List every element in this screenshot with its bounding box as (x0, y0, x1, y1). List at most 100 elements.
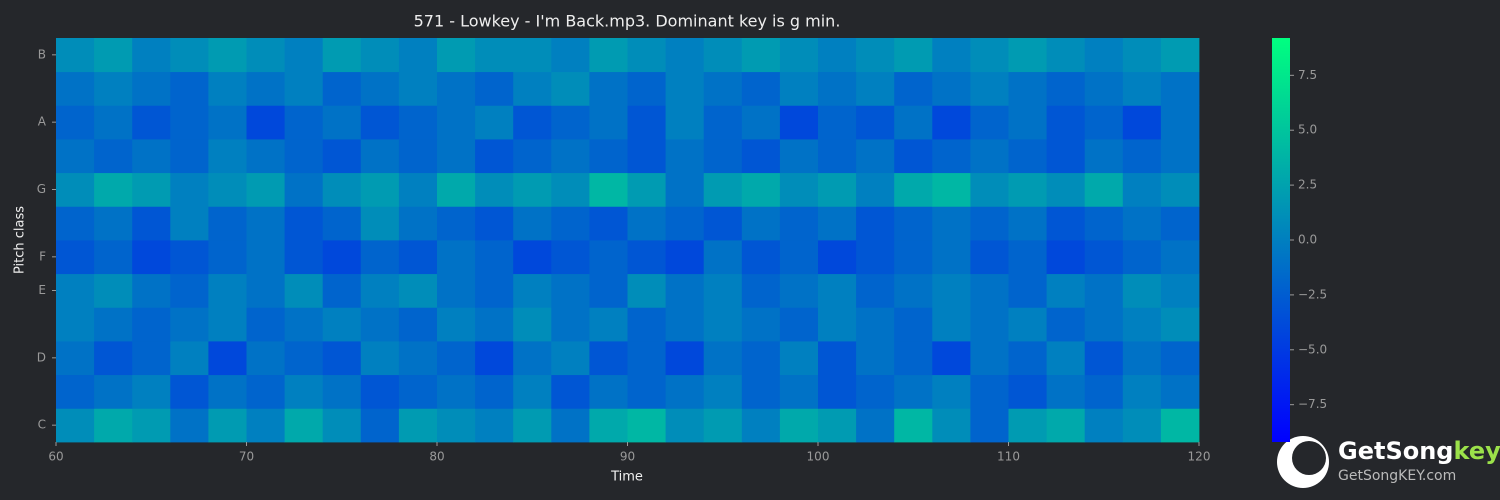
heatmap-cell (932, 374, 971, 409)
heatmap-cell (284, 341, 324, 376)
heatmap-cell (437, 172, 476, 207)
heatmap-cell (741, 105, 781, 140)
heatmap-cell (1084, 71, 1124, 106)
heatmap-cell (284, 374, 324, 409)
heatmap-cell (1008, 206, 1047, 241)
y-axis-label: Pitch class (13, 206, 28, 274)
x-tick-label: 90 (620, 450, 635, 464)
heatmap-cell (94, 71, 133, 106)
x-tick-label: 80 (429, 450, 444, 464)
heatmap-cell (208, 273, 247, 308)
heatmap-cell (589, 273, 628, 308)
heatmap-cell (513, 105, 552, 140)
heatmap-cell (703, 105, 743, 140)
heatmap-cell (56, 374, 95, 409)
heatmap-cell (818, 172, 857, 207)
heatmap-cell (1008, 273, 1047, 308)
heatmap-cell (94, 273, 133, 308)
heatmap-cell (398, 341, 438, 376)
heatmap-cell (741, 206, 781, 241)
heatmap-cell (703, 374, 743, 409)
heatmap-cell (779, 341, 819, 376)
heatmap-cell (551, 408, 590, 443)
heatmap-cell (208, 172, 247, 207)
heatmap-cell (970, 71, 1009, 106)
heatmap-cell (475, 206, 514, 241)
heatmap-cell (856, 172, 895, 207)
heatmap-cell (1160, 172, 1200, 207)
heatmap-cell (665, 71, 705, 106)
heatmap-cell (1008, 105, 1047, 140)
heatmap-cell (741, 71, 781, 106)
y-tick-label: A (38, 115, 47, 129)
heatmap-cell (1160, 105, 1200, 140)
heatmap-cell (437, 307, 476, 342)
heatmap-cell (475, 341, 514, 376)
heatmap-cell (894, 408, 933, 443)
heatmap-cell (322, 341, 362, 376)
heatmap-cell (627, 139, 666, 174)
heatmap-cell (932, 206, 971, 241)
heatmap-cell (589, 240, 628, 275)
heatmap-cell (1008, 71, 1047, 106)
logo-brand-accent: key (1454, 437, 1500, 465)
heatmap-cell (779, 240, 819, 275)
heatmap-cell (208, 206, 247, 241)
heatmap-cell (322, 240, 362, 275)
heatmap-cell (284, 206, 324, 241)
heatmap-cell (208, 374, 247, 409)
heatmap-cell (513, 374, 552, 409)
heatmap-cell (284, 71, 324, 106)
heatmap-cell (1084, 206, 1124, 241)
heatmap-cell (627, 206, 666, 241)
heatmap-cell (856, 206, 895, 241)
heatmap-cell (932, 172, 971, 207)
heatmap-cell (170, 38, 209, 73)
heatmap-cell (970, 240, 1009, 275)
heatmap-cell (970, 206, 1009, 241)
heatmap-cell (970, 374, 1009, 409)
heatmap-cell (779, 374, 819, 409)
heatmap-cell (94, 139, 133, 174)
heatmap-cell (779, 38, 819, 73)
heatmap-cell (932, 408, 971, 443)
heatmap-cell (246, 273, 285, 308)
heatmap-cell (1122, 172, 1162, 207)
heatmap-cell (398, 172, 438, 207)
heatmap-cell (741, 408, 781, 443)
logo-brand-main: GetSong (1338, 437, 1454, 465)
heatmap-cell (284, 307, 324, 342)
colorbar-tick-label: 2.5 (1298, 178, 1317, 192)
heatmap-cell (1084, 273, 1124, 308)
heatmap-cell (132, 341, 171, 376)
heatmap-cell (132, 273, 171, 308)
heatmap-cell (132, 172, 171, 207)
heatmap-cell (818, 206, 857, 241)
heatmap-cell (1046, 341, 1086, 376)
heatmap-cell (437, 71, 476, 106)
heatmap-cell (627, 71, 666, 106)
heatmap-cell (856, 273, 895, 308)
heatmap-cell (932, 240, 971, 275)
heatmap-cell (284, 172, 324, 207)
heatmap-cell (208, 139, 247, 174)
x-tick-label: 110 (997, 450, 1020, 464)
heatmap-cell (170, 71, 209, 106)
heatmap-cell (1160, 374, 1200, 409)
heatmap-cell (627, 172, 666, 207)
heatmap-cell (1122, 139, 1162, 174)
heatmap-cell (246, 307, 285, 342)
heatmap-cell (741, 307, 781, 342)
heatmap-cell (551, 374, 590, 409)
heatmap-cell (551, 71, 590, 106)
heatmap-cell (970, 307, 1009, 342)
colorbar-tick-label: −5.0 (1298, 342, 1327, 356)
heatmap-cell (513, 71, 552, 106)
heatmap-cell (1008, 408, 1047, 443)
heatmap-cell (437, 240, 476, 275)
logo: GetSongkey GetSongKEY.com (1277, 436, 1500, 488)
heatmap-cell (627, 273, 666, 308)
heatmap-cell (932, 341, 971, 376)
heatmap-cell (589, 408, 628, 443)
heatmap-cell (208, 105, 247, 140)
